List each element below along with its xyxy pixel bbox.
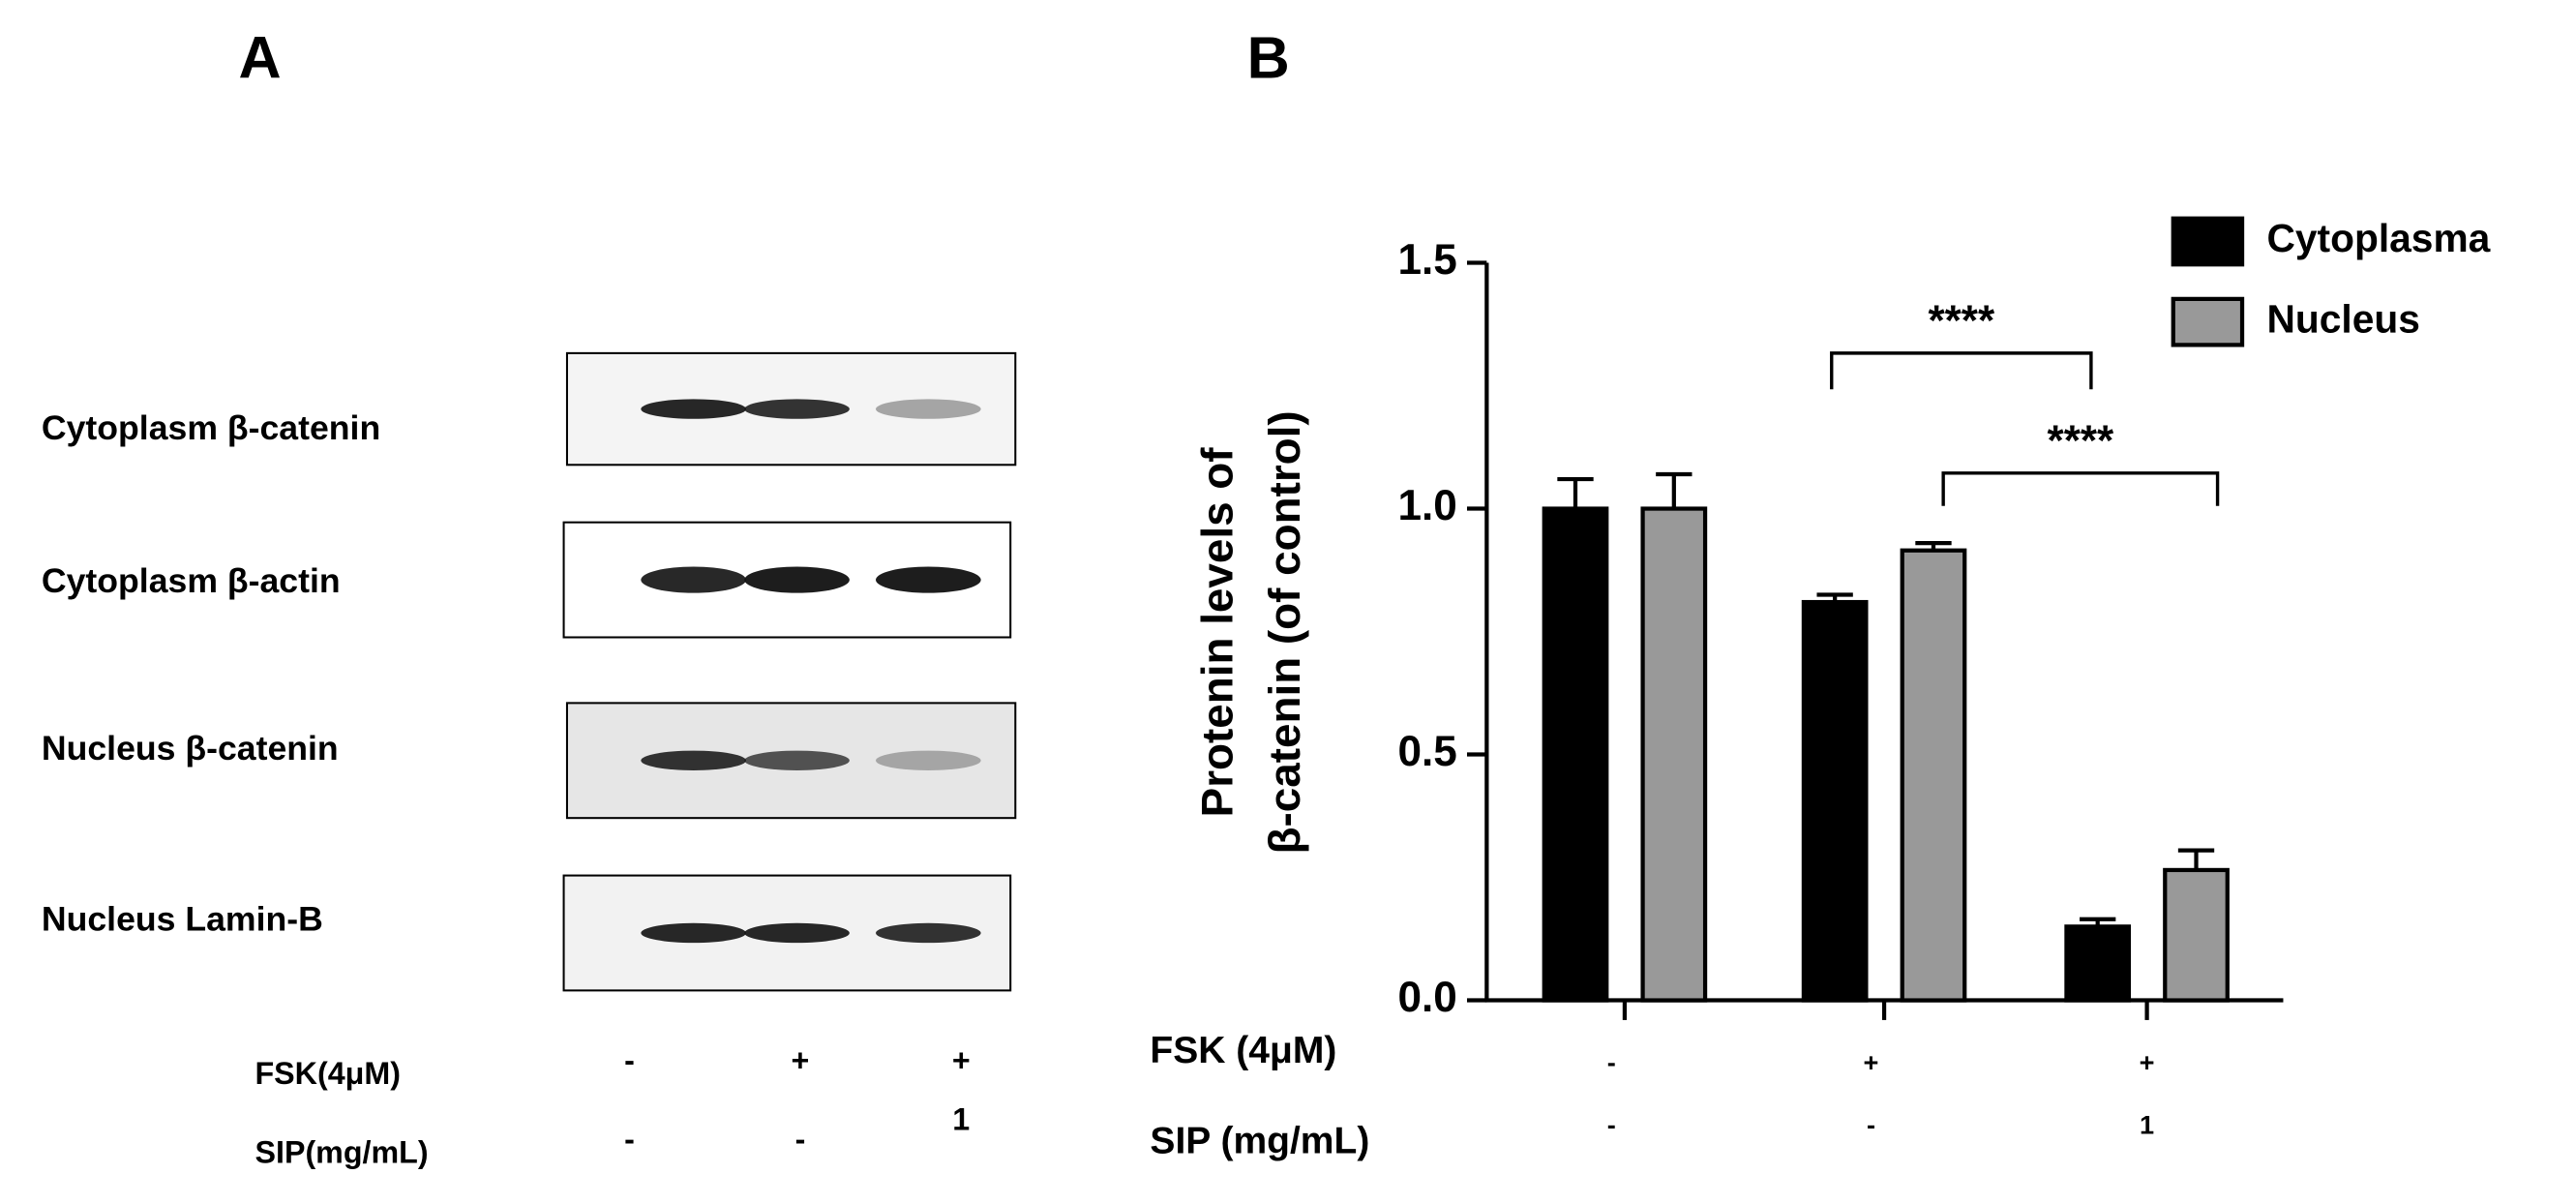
blot-row-label: Nucleus Lamin-B <box>42 899 323 938</box>
blot-row-label: Cytoplasm β-catenin <box>42 408 380 447</box>
significance-label: **** <box>1928 297 1994 345</box>
y-tick-label: 0.5 <box>1397 728 1456 775</box>
blot-band <box>744 922 850 944</box>
legend-label: Nucleus <box>2266 296 2419 341</box>
bar <box>1900 548 1967 1003</box>
blot-band <box>641 399 746 419</box>
x-row-value: - <box>1607 1047 1616 1077</box>
y-axis-label: Protenin levels of <box>1193 447 1243 818</box>
blot-band <box>744 399 850 419</box>
y-tick-label: 1.5 <box>1397 236 1456 284</box>
blot-band <box>876 922 981 944</box>
y-tick-label: 0.0 <box>1397 974 1456 1021</box>
blot-band <box>876 399 981 419</box>
treatment-value: + <box>952 1043 971 1078</box>
treatment-value: 1 <box>952 1102 970 1137</box>
x-row-value: + <box>2140 1047 2155 1077</box>
blot-band <box>876 566 981 593</box>
x-row-label: SIP (mg/mL) <box>1150 1121 1369 1162</box>
x-row-label: FSK (4μM) <box>1150 1030 1336 1071</box>
blot-band <box>876 750 981 770</box>
blot-band <box>744 566 850 593</box>
bar <box>1640 506 1708 1003</box>
treatment-label: SIP(mg/mL) <box>255 1135 429 1170</box>
panel-label: A <box>239 25 282 91</box>
blot-row-label: Cytoplasm β-actin <box>42 561 341 600</box>
bar <box>2163 867 2230 1003</box>
legend-swatch <box>2171 216 2245 267</box>
y-tick-label: 1.0 <box>1397 482 1456 529</box>
legend-swatch <box>2171 296 2245 347</box>
blot-band <box>641 922 746 944</box>
treatment-value: + <box>792 1043 810 1078</box>
treatment-value: - <box>795 1122 806 1157</box>
blot-band <box>641 750 746 770</box>
y-axis-label: β-catenin (of control) <box>1260 410 1309 854</box>
treatment-label: FSK(4μM) <box>255 1056 401 1091</box>
x-row-value: + <box>1864 1047 1879 1077</box>
significance-bracket <box>1941 471 2220 506</box>
x-row-value: - <box>1607 1109 1616 1139</box>
significance-label: **** <box>2048 417 2114 465</box>
panel-label: B <box>1247 25 1290 91</box>
bar <box>1801 599 1869 1003</box>
legend-label: Cytoplasma <box>2266 216 2490 260</box>
blot-band <box>641 566 746 593</box>
x-row-value: 1 <box>2140 1109 2154 1139</box>
treatment-value: - <box>624 1043 635 1078</box>
x-row-value: - <box>1867 1109 1875 1139</box>
blot-band <box>744 750 850 770</box>
bar <box>1542 506 1609 1003</box>
treatment-value: - <box>624 1122 635 1157</box>
significance-bracket <box>1830 351 2093 390</box>
bar <box>2064 924 2132 1003</box>
blot-row-label: Nucleus β-catenin <box>42 729 339 768</box>
